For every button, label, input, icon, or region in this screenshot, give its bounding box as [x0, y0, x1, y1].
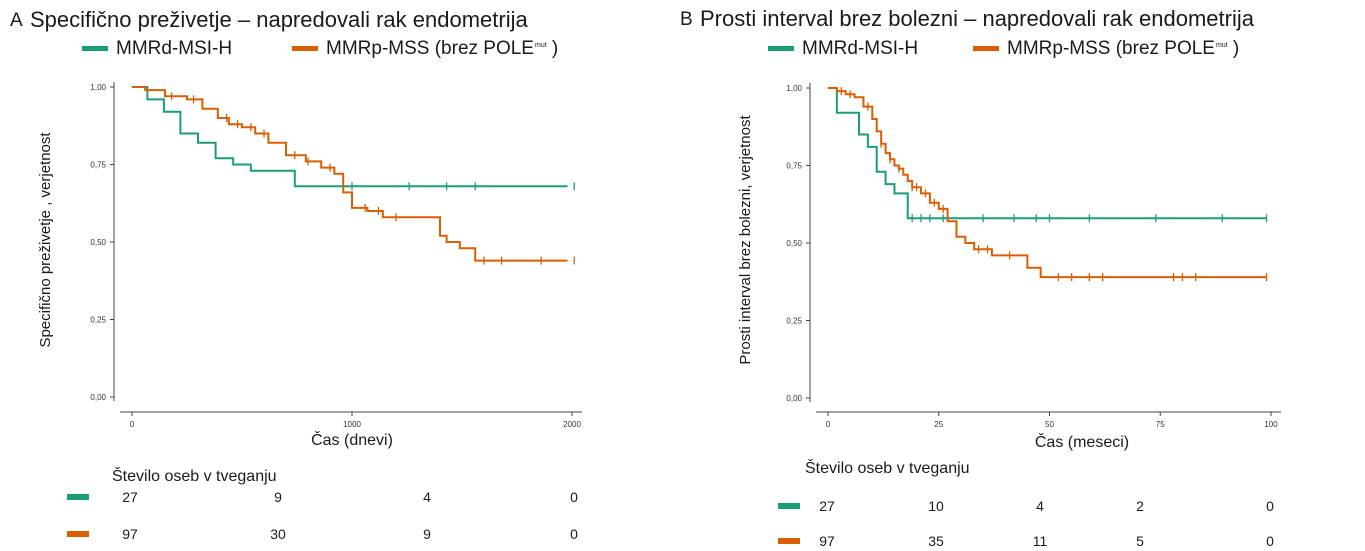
- legend-label-mss: MMRp-MSS (brez POLE: [326, 38, 534, 59]
- risk-table-cell: 4: [423, 489, 431, 505]
- x-tick-label: 75: [1156, 420, 1165, 429]
- x-tick-label: 100: [1264, 420, 1278, 429]
- panel-a: A Specifično preživetje – napredovali ra…: [0, 0, 680, 551]
- y-tick-label: 1,00: [786, 84, 802, 93]
- series-line-mss: [828, 87, 1267, 279]
- risk-table-cell: 11: [1032, 533, 1048, 549]
- x-tick-label: 50: [1045, 420, 1054, 429]
- legend-item-mss: MMRp-MSS (brez POLEmut ): [292, 38, 558, 60]
- legend-label-mss: MMRp-MSS (brez POLE: [1007, 38, 1215, 59]
- risk-table-cell: 4: [1036, 498, 1044, 514]
- risk-row-swatch: [778, 538, 800, 544]
- risk-table-cell: 97: [122, 526, 138, 542]
- y-tick-label: 0,50: [786, 239, 802, 248]
- legend-item-msi: MMRd-MSI-H: [82, 38, 232, 60]
- legend-swatch-mss: [292, 46, 318, 52]
- y-axis-title: Specifično preživetje , verjetnost: [37, 132, 54, 348]
- series-line-mss: [132, 86, 568, 262]
- y-tick-label: 0,75: [90, 161, 106, 170]
- legend-swatch-msi: [768, 46, 794, 52]
- series-line-msi: [132, 86, 568, 188]
- risk-table-cell: 2: [1136, 498, 1144, 514]
- risk-table-cell: 27: [819, 498, 835, 514]
- risk-table-cell: 10: [928, 498, 944, 514]
- legend-label-mss-sup: mut: [1215, 42, 1228, 49]
- risk-table-cell: 97: [819, 533, 835, 549]
- chart-title: Prosti interval brez bolezni – napredova…: [700, 6, 1254, 31]
- x-tick-label: 2000: [563, 420, 581, 429]
- risk-table-cell: 35: [928, 533, 944, 549]
- panel-b: B Prosti interval brez bolezni – napredo…: [680, 0, 1365, 551]
- legend-swatch-mss: [973, 46, 999, 52]
- y-tick-label: 1,00: [90, 83, 106, 92]
- legend-label-mss-sup: mut: [534, 42, 547, 49]
- risk-table-cell: 5: [1136, 533, 1144, 549]
- legend-label-mss-suffix: ): [1227, 38, 1240, 59]
- risk-table-cell: 0: [570, 489, 578, 505]
- risk-table-cell: 9: [274, 489, 282, 505]
- legend-label-msi: MMRd-MSI-H: [116, 38, 233, 59]
- legend-item-mss: MMRp-MSS (brez POLEmut ): [973, 38, 1239, 60]
- y-tick-label: 0,75: [786, 162, 802, 171]
- y-tick-label: 0,00: [90, 393, 106, 402]
- x-tick-label: 1000: [343, 420, 361, 429]
- y-tick-label: 0,50: [90, 238, 106, 247]
- km-plot-a: 0,00 0,25 0,50 0,75 1,00 0 1000 2000 Čas (dnevi)…: [37, 82, 582, 449]
- x-tick-label: 25: [934, 420, 943, 429]
- x-tick-label: 0: [130, 420, 135, 429]
- series-line-msi: [828, 87, 1267, 220]
- risk-row-swatch: [67, 494, 89, 500]
- risk-table-cell: 0: [1266, 533, 1274, 549]
- risk-table-title: Število oseb v tveganju: [112, 468, 277, 485]
- risk-table-cell: 27: [122, 489, 138, 505]
- y-tick-label: 0,25: [90, 316, 106, 325]
- risk-table-title: Število oseb v tveganju: [805, 460, 970, 477]
- legend-swatch-msi: [82, 46, 108, 52]
- x-axis-title: Čas (meseci): [1035, 432, 1129, 451]
- km-plot-b: 0,00 0,25 0,50 0,75 1,00 0 25 50 75 100 Čas (mesec…: [737, 83, 1281, 451]
- legend-label-mss-suffix: ): [546, 38, 559, 59]
- y-tick-label: 0,00: [786, 394, 802, 403]
- x-axis-title: Čas (dnevi): [311, 430, 393, 449]
- risk-table-cell: 0: [570, 526, 578, 542]
- x-tick-label: 0: [826, 420, 831, 429]
- risk-table-cell: 9: [423, 526, 431, 542]
- chart-title: Specifično preživetje – napredovali rak …: [30, 7, 528, 32]
- panel-letter: A: [10, 10, 23, 31]
- risk-table-cell: 30: [270, 526, 286, 542]
- risk-row-swatch: [67, 531, 89, 537]
- panel-letter: B: [680, 9, 693, 30]
- legend-label-msi: MMRd-MSI-H: [802, 38, 919, 59]
- risk-table-cell: 0: [1266, 498, 1274, 514]
- legend-item-msi: MMRd-MSI-H: [768, 38, 918, 60]
- risk-row-swatch: [778, 503, 800, 509]
- y-tick-label: 0,25: [786, 317, 802, 326]
- y-axis-title: Prosti interval brez bolezni, verjetnost: [737, 115, 754, 365]
